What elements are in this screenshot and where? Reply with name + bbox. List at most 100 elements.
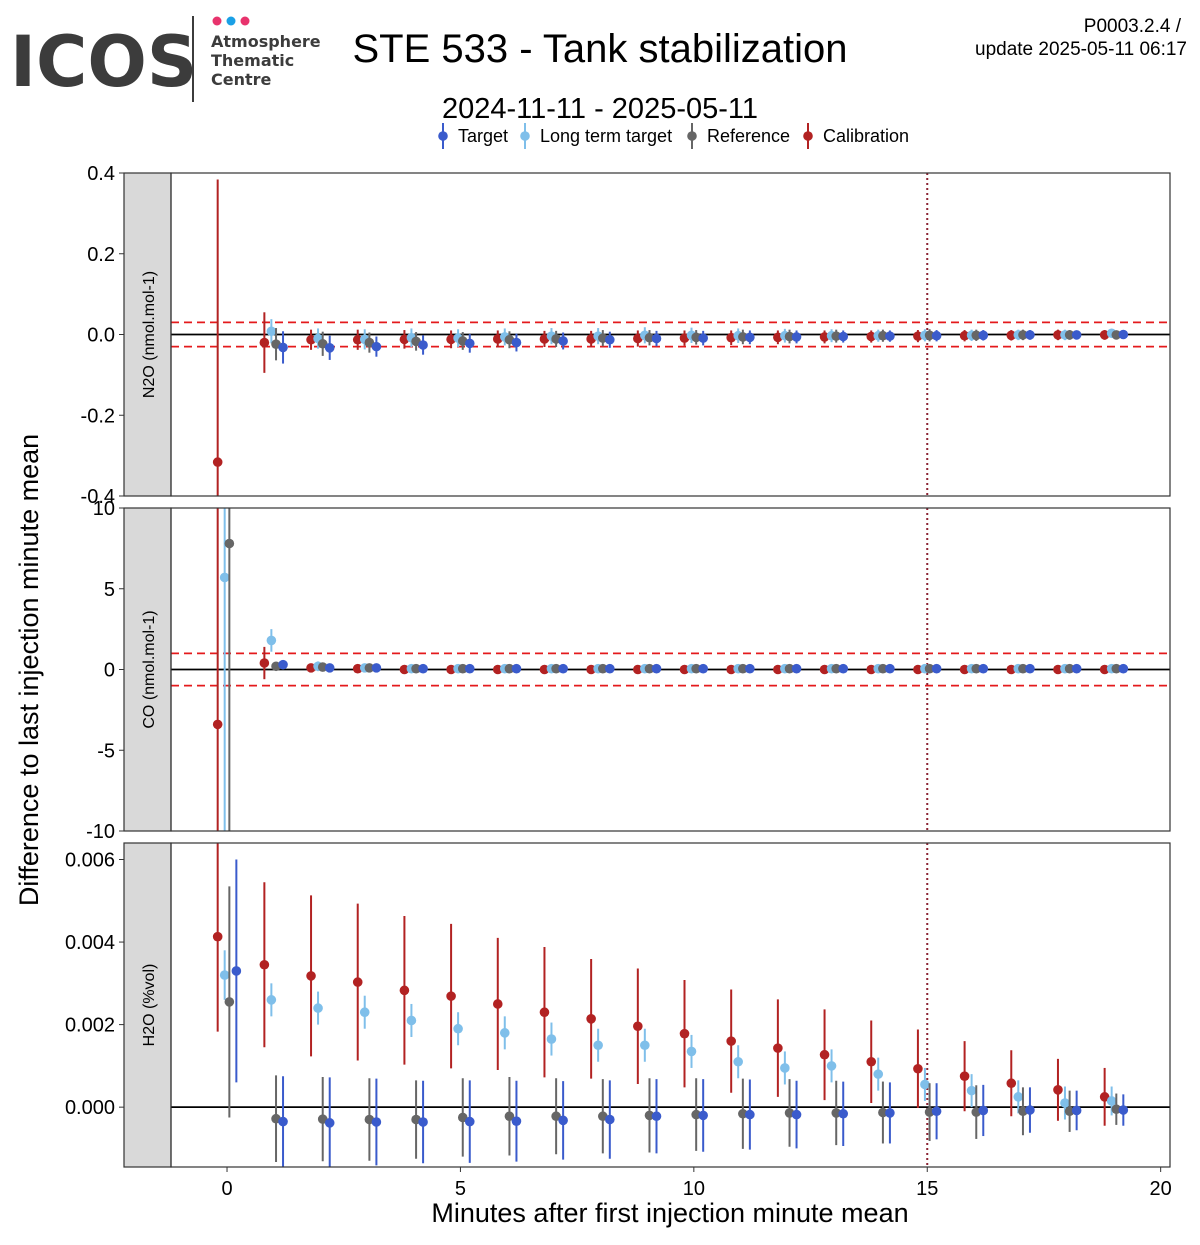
legend-key-dot (438, 131, 448, 141)
data-point (399, 664, 410, 675)
data-point (745, 1109, 755, 1120)
x-tick-label: 10 (683, 1178, 705, 1200)
data-point (266, 995, 277, 1005)
panel: H2O (%vol) 0.006 0.004 0.002 0.000 (65, 842, 1171, 1168)
x-tick-label: 5 (455, 1178, 466, 1200)
data-point (418, 340, 428, 350)
data-point (651, 333, 662, 344)
data-point (691, 663, 701, 674)
icos-logo: ICOS Atmosphere Thematic Centre (10, 16, 321, 103)
y-tick-label: 0.004 (65, 932, 115, 954)
logo-text: ICOS (10, 21, 197, 103)
data-point (1071, 663, 1082, 674)
data-point (633, 1021, 643, 1032)
data-point (605, 1114, 615, 1125)
y-tick-label: 0.000 (65, 1097, 115, 1119)
panel-border (170, 842, 1171, 1168)
data-point (878, 330, 888, 341)
data-point (780, 1063, 790, 1073)
data-point (873, 1069, 884, 1079)
data-point (959, 1071, 970, 1081)
data-point (1006, 664, 1017, 675)
data-point (464, 663, 475, 674)
panel-strip-label: H2O (%vol) (141, 964, 158, 1047)
data-point (1111, 1104, 1122, 1115)
data-point (259, 337, 270, 348)
data-point (679, 1028, 690, 1039)
panels: N2O (nmol.mol-1)0.40.20.0-0.2-0.4CO (nmo… (65, 163, 1171, 1168)
data-point (913, 664, 923, 675)
data-point (726, 1036, 736, 1046)
y-tick-label: 0.0 (87, 325, 115, 347)
data-point (1025, 330, 1035, 340)
data-point (1006, 330, 1017, 341)
legend-key-dot (687, 131, 697, 141)
data-point (492, 999, 503, 1009)
data-point (504, 1111, 515, 1122)
logo-sub-line: Thematic (211, 51, 294, 70)
data-point (278, 659, 288, 670)
data-point (259, 658, 270, 668)
data-point (738, 332, 748, 342)
version-label: P0003.2.4 / (1084, 16, 1182, 37)
data-point (791, 332, 802, 342)
data-point (838, 331, 849, 342)
data-point (1118, 663, 1129, 674)
logo-dot (240, 16, 250, 26)
data-point (539, 664, 550, 675)
data-point (978, 330, 989, 341)
legend-key-dot (803, 131, 813, 141)
y-tick-label: 0.002 (65, 1015, 115, 1037)
data-point (511, 1116, 522, 1126)
panel: N2O (nmol.mol-1) 0.4 0.2 0.0 -0.2 -0.4 (81, 163, 1171, 508)
data-point (924, 330, 935, 341)
data-point (978, 1105, 989, 1116)
data-point (371, 663, 382, 673)
data-point (831, 663, 842, 674)
data-point (457, 1112, 468, 1123)
data-point (784, 331, 795, 342)
data-point (640, 1040, 650, 1051)
panel-plot-area (171, 508, 1170, 831)
y-tick-label: 10 (93, 498, 115, 520)
data-point (278, 342, 288, 353)
data-point (1006, 1078, 1017, 1089)
legend-key-dot (520, 131, 530, 141)
data-point (931, 1106, 942, 1117)
data-point (931, 663, 942, 674)
data-point (352, 663, 363, 674)
data-point (464, 1116, 475, 1127)
data-point (819, 1049, 830, 1060)
y-tick-label: 0.2 (87, 244, 115, 266)
data-point (457, 663, 468, 674)
data-point (1018, 663, 1028, 674)
data-point (224, 538, 235, 549)
data-point (686, 1046, 697, 1057)
y-tick-label: 5 (104, 579, 115, 601)
panel-plot-area (171, 173, 1170, 496)
data-point (698, 333, 708, 343)
data-point (831, 1108, 842, 1118)
data-point (212, 931, 223, 942)
legend-label: Long term target (540, 126, 672, 146)
data-point (1099, 1092, 1110, 1102)
data-point (644, 332, 655, 343)
data-point (605, 663, 615, 674)
data-point (966, 1085, 977, 1096)
logo-dot (212, 16, 222, 26)
data-point (978, 663, 989, 674)
data-point (212, 457, 223, 467)
data-point (1013, 1092, 1024, 1102)
data-point (1064, 663, 1075, 674)
data-point (1118, 329, 1129, 340)
data-point (924, 1107, 935, 1117)
data-point (511, 337, 522, 348)
x-tick-label: 0 (221, 1178, 232, 1200)
panel: CO (nmol.mol-1) 10 5 0 -5 -10 (86, 498, 1171, 843)
data-point (551, 663, 561, 674)
data-point (726, 664, 736, 675)
data-point (838, 1108, 849, 1119)
data-point (633, 664, 643, 675)
panel-plot-area (171, 843, 1170, 1167)
data-point (546, 1034, 557, 1044)
